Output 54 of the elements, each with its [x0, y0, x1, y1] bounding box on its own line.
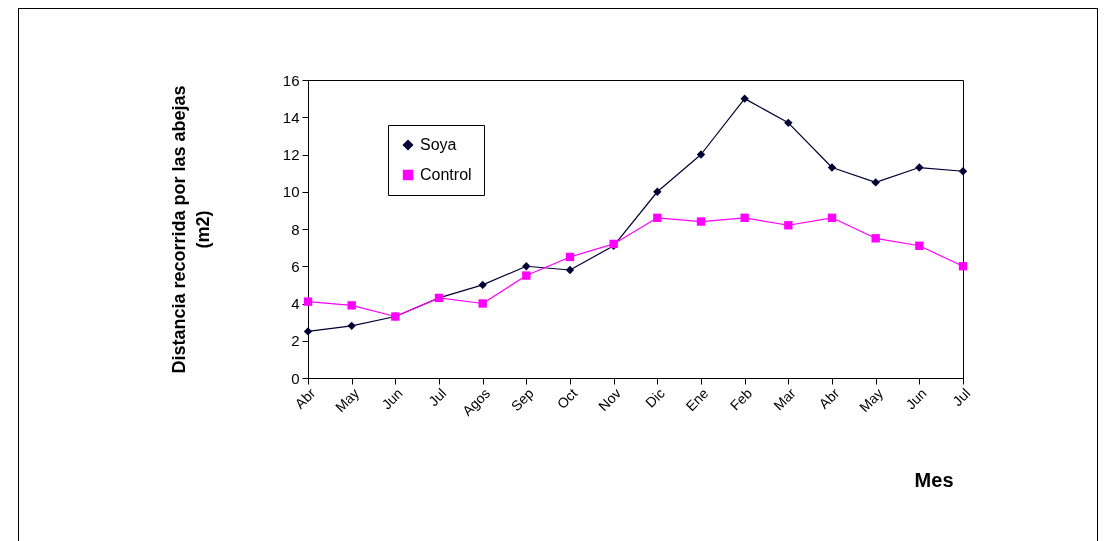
point [958, 167, 968, 176]
y-tick-label: 6 [291, 257, 300, 275]
y-axis-title: Distancia recorrida por las abejas (m2) [168, 85, 213, 374]
point [740, 213, 749, 223]
x-tick-label: May [332, 385, 363, 416]
point [740, 94, 749, 103]
y-tick-label: 0 [291, 369, 300, 387]
x-tick-label: Jun [378, 385, 406, 413]
y-tick-label: 8 [291, 220, 300, 238]
x-tick-label: Jul [425, 385, 450, 410]
point [478, 299, 487, 308]
x-tick-label: Jun [902, 385, 930, 413]
point [522, 271, 531, 280]
point [347, 301, 356, 310]
point [303, 327, 313, 336]
x-tick-label: Sep [507, 384, 537, 415]
y-tick-label: 2 [291, 332, 300, 350]
point [958, 262, 968, 271]
point [827, 163, 837, 172]
point [303, 297, 313, 306]
x-tick-label: Feb [726, 384, 756, 414]
point [784, 221, 793, 230]
x-tick-label: Oct [553, 385, 581, 412]
point [653, 187, 662, 196]
y-tick-label: 16 [282, 71, 300, 89]
point [871, 234, 880, 243]
x-tick-label: Abr [815, 384, 843, 412]
x-tick-label: Abr [291, 384, 319, 412]
point [696, 217, 706, 226]
x-tick-label: Ene [682, 384, 712, 415]
point [653, 213, 662, 223]
point [915, 241, 924, 250]
point [478, 280, 487, 290]
y-tick-label: 12 [282, 146, 300, 163]
x-tick-label: Jul [949, 385, 974, 410]
x-tick-label: May [856, 385, 887, 416]
legend-label: Soya [420, 136, 457, 153]
x-axis-title: Mes [914, 468, 954, 491]
x-tick-label: Mar [770, 384, 799, 414]
point [827, 213, 837, 223]
point [915, 163, 924, 172]
point [784, 118, 793, 128]
point [565, 252, 575, 262]
x-tick-label: Nov [595, 385, 625, 415]
point [871, 178, 880, 187]
point [696, 150, 706, 159]
legend-label: Control [420, 166, 472, 183]
y-tick-label: 10 [282, 183, 300, 201]
y-tick-label: 4 [291, 295, 300, 312]
x-tick-label: Dic [642, 385, 668, 411]
y-tick-label: 14 [282, 108, 300, 126]
point [565, 265, 575, 275]
point [347, 321, 356, 331]
point [522, 262, 531, 271]
